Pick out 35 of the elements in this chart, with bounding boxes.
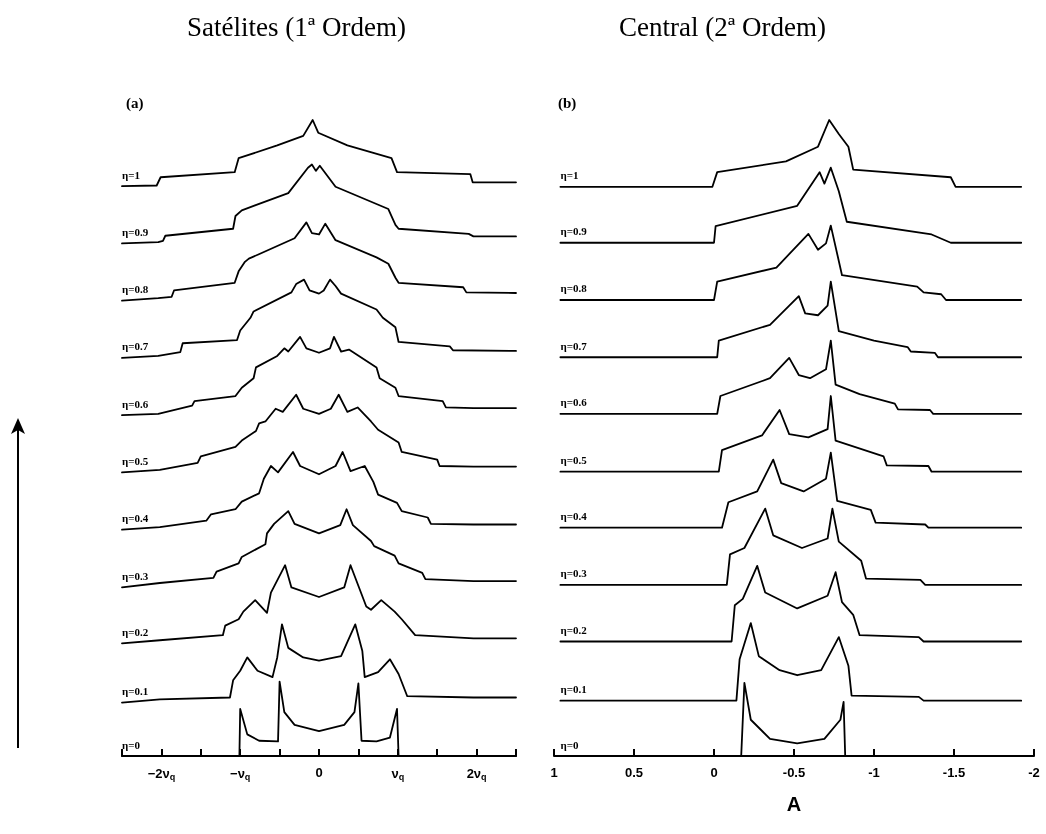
series-label: η=0.1 bbox=[122, 685, 149, 698]
series-label: η=0.3 bbox=[122, 569, 149, 582]
chart-title: Satélites (1ª Ordem) bbox=[187, 11, 406, 42]
series-label: η=0.3 bbox=[560, 567, 588, 580]
series-label: η=0.8 bbox=[122, 283, 149, 296]
text: (b) bbox=[558, 94, 577, 112]
x-tick-label: -1 bbox=[868, 765, 880, 780]
chart-title: Central (2ª Ordem) bbox=[619, 11, 826, 42]
x-tick-label: 0.5 bbox=[624, 765, 644, 780]
series-label: η=0.2 bbox=[560, 624, 588, 637]
series-label: η=0.1 bbox=[560, 683, 587, 696]
text: (a) bbox=[126, 94, 144, 112]
series-label: η=0.7 bbox=[122, 340, 149, 353]
x-tick-label: 0 bbox=[315, 765, 323, 780]
series-label: η=0 bbox=[560, 738, 579, 751]
x-tick-label: -0.5 bbox=[782, 765, 806, 780]
series-label: η=1 bbox=[122, 168, 141, 181]
series-label: η=0.9 bbox=[560, 225, 588, 238]
x-tick-label: 0 bbox=[710, 765, 718, 780]
series-label: η=0.4 bbox=[560, 510, 588, 523]
series-label: η=0.6 bbox=[560, 396, 588, 409]
series-label: η=0.9 bbox=[122, 225, 149, 238]
series-label: η=0.4 bbox=[122, 512, 149, 525]
series-label: η=1 bbox=[560, 169, 579, 182]
series-label: η=0.5 bbox=[122, 454, 149, 467]
x-tick-label: -2 bbox=[1028, 765, 1040, 780]
x-tick-label: -1.5 bbox=[942, 765, 966, 780]
series-label: η=0.6 bbox=[122, 397, 149, 410]
series-label: η=0.8 bbox=[560, 282, 588, 295]
x-tick-label: 1 bbox=[550, 765, 558, 780]
series-label: η=0.7 bbox=[560, 339, 588, 352]
series-label: η=0.2 bbox=[122, 625, 149, 638]
x-axis-title: A bbox=[786, 793, 802, 815]
series-label: η=0 bbox=[122, 738, 141, 751]
series-label: η=0.5 bbox=[560, 454, 588, 467]
